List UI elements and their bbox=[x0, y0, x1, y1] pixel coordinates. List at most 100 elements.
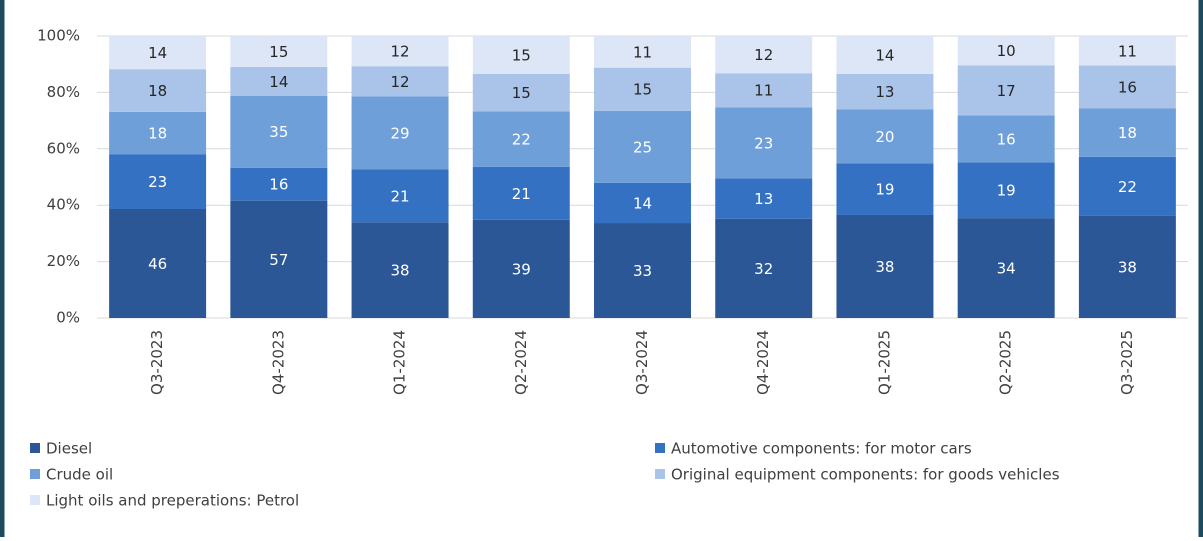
bar-segment bbox=[1078, 156, 1176, 216]
data-label: 38 bbox=[391, 262, 410, 280]
bar-segment bbox=[836, 36, 934, 74]
data-label: 13 bbox=[754, 190, 773, 208]
data-label: 14 bbox=[148, 44, 167, 62]
bar-segment bbox=[594, 182, 691, 224]
x-tick-label: Q2-2024 bbox=[512, 330, 530, 395]
bar-segment bbox=[594, 110, 691, 183]
data-label: 14 bbox=[875, 46, 894, 64]
data-label: 10 bbox=[997, 42, 1016, 60]
data-label: 21 bbox=[512, 185, 531, 203]
legend-swatch bbox=[30, 443, 40, 453]
data-label: 20 bbox=[875, 128, 894, 146]
x-tick-label: Q1-2024 bbox=[391, 330, 409, 395]
data-label: 38 bbox=[1118, 258, 1137, 276]
x-tick-label: Q3-2025 bbox=[1118, 330, 1136, 395]
data-label: 25 bbox=[633, 138, 652, 156]
bar-segment bbox=[230, 95, 328, 168]
data-label: 39 bbox=[512, 260, 531, 278]
data-label: 19 bbox=[997, 182, 1016, 200]
y-tick-label: 40% bbox=[47, 196, 80, 214]
data-label: 17 bbox=[997, 82, 1016, 100]
x-tick-label: Q1-2025 bbox=[875, 330, 893, 395]
bar-segment bbox=[351, 96, 449, 170]
bar-segment bbox=[230, 167, 328, 201]
data-label: 23 bbox=[754, 134, 773, 152]
data-label: 12 bbox=[391, 73, 410, 91]
bar-segment bbox=[836, 109, 934, 164]
data-label: 16 bbox=[1118, 79, 1137, 97]
data-label: 14 bbox=[633, 194, 652, 212]
data-label: 15 bbox=[269, 43, 288, 61]
data-label: 18 bbox=[148, 125, 167, 143]
y-tick-label: 20% bbox=[47, 252, 80, 270]
y-tick-label: 60% bbox=[47, 139, 80, 157]
data-label: 15 bbox=[633, 81, 652, 99]
bar-segment bbox=[957, 162, 1055, 219]
bar-segment bbox=[957, 218, 1055, 318]
bar-segment bbox=[1078, 36, 1176, 66]
bar-segment bbox=[594, 36, 691, 68]
x-tick-label: Q3-2023 bbox=[148, 330, 166, 395]
bar-segment bbox=[957, 65, 1055, 116]
legend-label: Original equipment components: for goods… bbox=[671, 466, 1060, 484]
x-tick-label: Q2-2025 bbox=[997, 330, 1015, 395]
bar-segment bbox=[1078, 108, 1176, 157]
bar-segment bbox=[715, 36, 813, 74]
data-label: 33 bbox=[633, 262, 652, 280]
bar-segment bbox=[109, 69, 207, 112]
bar-segment bbox=[472, 219, 570, 318]
data-label: 32 bbox=[754, 260, 773, 278]
data-label: 11 bbox=[1118, 42, 1137, 60]
data-label: 34 bbox=[997, 260, 1016, 278]
data-label: 22 bbox=[512, 131, 531, 149]
y-tick-label: 100% bbox=[37, 27, 80, 45]
y-tick-label: 80% bbox=[47, 83, 80, 101]
legend-swatch bbox=[30, 495, 40, 505]
bar-segment bbox=[351, 36, 449, 67]
bar-segment bbox=[594, 67, 691, 111]
bar-segment bbox=[109, 154, 207, 209]
bar-segment bbox=[836, 73, 934, 110]
bar-segment bbox=[109, 36, 207, 70]
bar-segment bbox=[472, 73, 570, 112]
x-tick-label: Q3-2024 bbox=[633, 330, 651, 395]
bar-segment bbox=[715, 73, 813, 108]
legend-label: Automotive components: for motor cars bbox=[671, 440, 972, 458]
bar-segment bbox=[1078, 65, 1176, 109]
data-label: 19 bbox=[875, 181, 894, 199]
bar-segment bbox=[715, 218, 813, 318]
bar-segment bbox=[472, 111, 570, 167]
bar-segment bbox=[715, 178, 813, 219]
bar-segment bbox=[1078, 215, 1176, 318]
legend-label: Crude oil bbox=[46, 466, 113, 484]
legend-swatch bbox=[655, 469, 665, 479]
bar-segment bbox=[351, 222, 449, 318]
bar-segment bbox=[230, 36, 328, 67]
data-label: 29 bbox=[391, 124, 410, 142]
data-label: 11 bbox=[633, 43, 652, 61]
bar-segment bbox=[594, 223, 691, 318]
data-label: 35 bbox=[269, 123, 288, 141]
data-label: 16 bbox=[269, 176, 288, 194]
data-label: 18 bbox=[1118, 124, 1137, 142]
legend-label: Diesel bbox=[46, 440, 92, 458]
bar-segment bbox=[472, 36, 570, 74]
data-label: 57 bbox=[269, 251, 288, 269]
bar-segment bbox=[351, 66, 449, 97]
data-label: 11 bbox=[754, 82, 773, 100]
bar-segment bbox=[351, 169, 449, 223]
legend-swatch bbox=[30, 469, 40, 479]
data-label: 18 bbox=[148, 82, 167, 100]
bar-segment bbox=[230, 200, 328, 318]
bar-segment bbox=[836, 163, 934, 215]
data-label: 15 bbox=[512, 84, 531, 102]
bar-segment bbox=[957, 115, 1055, 163]
bar-segment bbox=[230, 66, 328, 96]
data-label: 22 bbox=[1118, 178, 1137, 196]
bar-segment bbox=[109, 208, 207, 318]
bar-segment bbox=[472, 166, 570, 220]
data-label: 15 bbox=[512, 46, 531, 64]
data-label: 12 bbox=[754, 46, 773, 64]
